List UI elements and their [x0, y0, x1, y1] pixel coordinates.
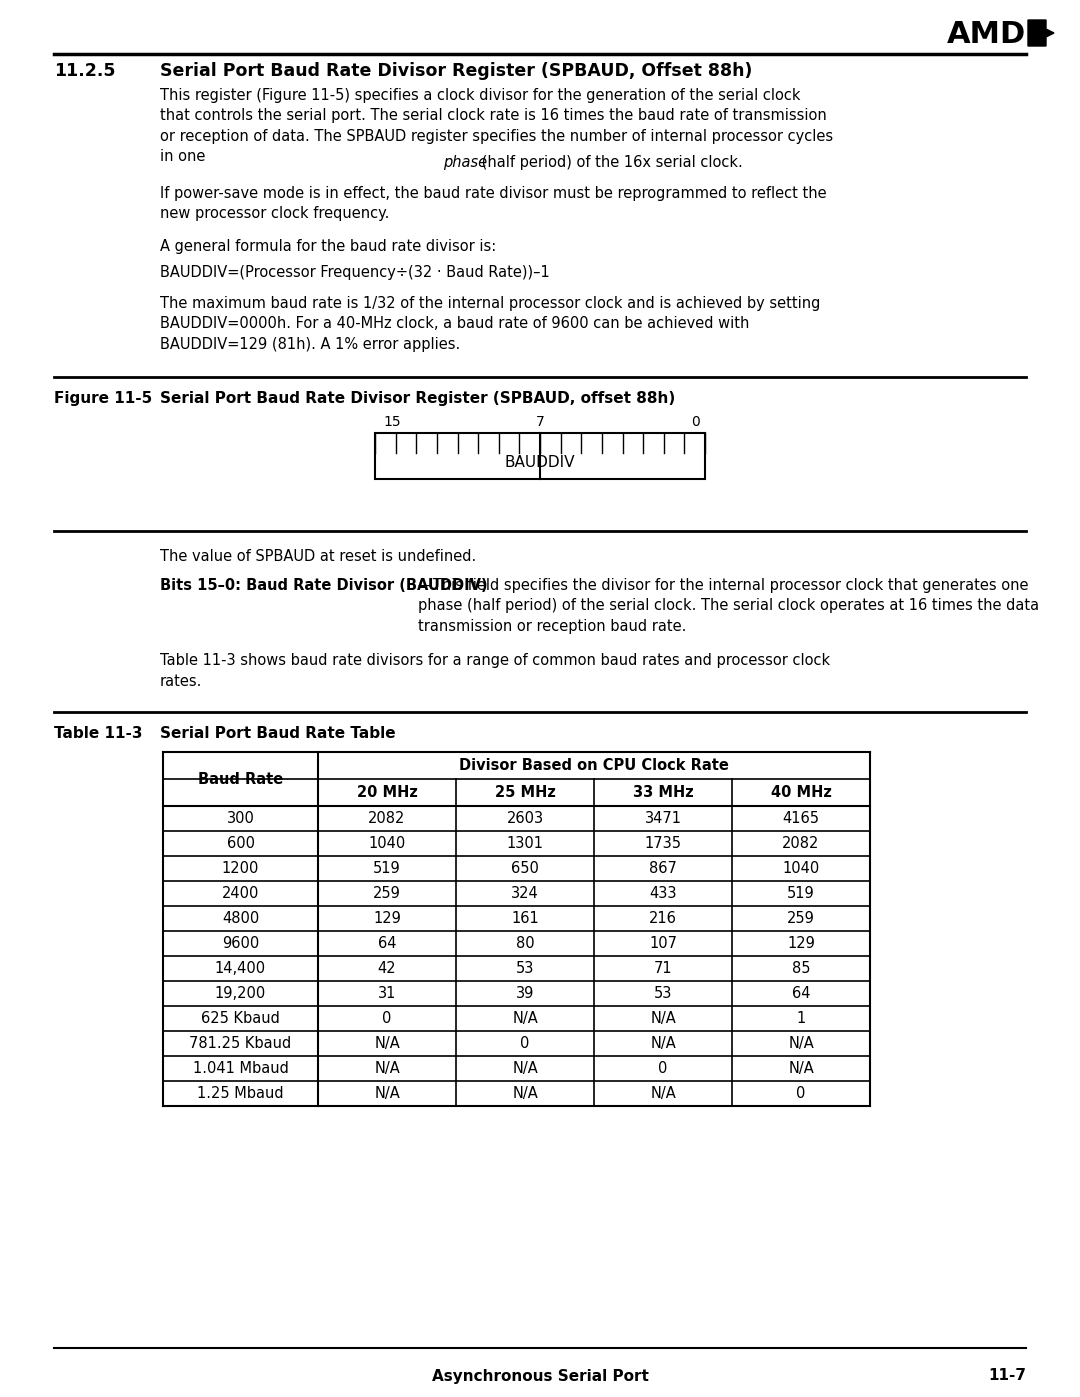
Text: Serial Port Baud Rate Table: Serial Port Baud Rate Table	[160, 726, 395, 740]
Text: 33 MHz: 33 MHz	[633, 785, 693, 800]
Text: 11-7: 11-7	[988, 1369, 1026, 1383]
Text: 42: 42	[378, 961, 396, 977]
Text: Serial Port Baud Rate Divisor Register (SPBAUD, Offset 88h): Serial Port Baud Rate Divisor Register (…	[160, 61, 753, 80]
Text: 600: 600	[227, 835, 255, 851]
Text: 2603: 2603	[507, 812, 543, 826]
Text: 0: 0	[521, 1037, 529, 1051]
Text: Table 11-3: Table 11-3	[54, 726, 143, 740]
Text: 4165: 4165	[783, 812, 820, 826]
Text: 1.25 Mbaud: 1.25 Mbaud	[198, 1085, 284, 1101]
Text: 53: 53	[653, 986, 672, 1002]
Text: 650: 650	[511, 861, 539, 876]
Text: Baud Rate: Baud Rate	[198, 771, 283, 787]
Text: 1735: 1735	[645, 835, 681, 851]
Text: 129: 129	[373, 911, 401, 926]
Text: N/A: N/A	[512, 1062, 538, 1076]
Text: 71: 71	[653, 961, 673, 977]
Text: 20 MHz: 20 MHz	[356, 785, 418, 800]
Text: 0: 0	[382, 1011, 392, 1025]
Text: The value of SPBAUD at reset is undefined.: The value of SPBAUD at reset is undefine…	[160, 549, 476, 564]
Text: 39: 39	[516, 986, 535, 1002]
Text: 19,200: 19,200	[215, 986, 266, 1002]
Text: 1.041 Mbaud: 1.041 Mbaud	[192, 1062, 288, 1076]
Text: If power-save mode is in effect, the baud rate divisor must be reprogrammed to r: If power-save mode is in effect, the bau…	[160, 186, 826, 221]
Text: 31: 31	[378, 986, 396, 1002]
Text: 161: 161	[511, 911, 539, 926]
Text: N/A: N/A	[650, 1037, 676, 1051]
Text: BAUDDIV=(Processor Frequency÷(32 · Baud Rate))–1: BAUDDIV=(Processor Frequency÷(32 · Baud …	[160, 265, 550, 281]
Text: Figure 11-5: Figure 11-5	[54, 391, 152, 407]
Text: 0: 0	[659, 1062, 667, 1076]
Text: 216: 216	[649, 911, 677, 926]
Text: 2400: 2400	[221, 886, 259, 901]
Text: 519: 519	[787, 886, 815, 901]
Text: 129: 129	[787, 936, 815, 951]
Text: 3471: 3471	[645, 812, 681, 826]
Text: 300: 300	[227, 812, 255, 826]
Text: 625 Kbaud: 625 Kbaud	[201, 1011, 280, 1025]
Polygon shape	[1028, 20, 1054, 46]
Text: 1200: 1200	[221, 861, 259, 876]
Text: The maximum baud rate is 1/32 of the internal processor clock and is achieved by: The maximum baud rate is 1/32 of the int…	[160, 296, 821, 352]
Text: 40 MHz: 40 MHz	[770, 785, 832, 800]
Text: Serial Port Baud Rate Divisor Register (SPBAUD, offset 88h): Serial Port Baud Rate Divisor Register (…	[160, 391, 675, 407]
Text: 80: 80	[515, 936, 535, 951]
Text: This register (Figure 11-5) specifies a clock divisor for the generation of the : This register (Figure 11-5) specifies a …	[160, 88, 833, 165]
Text: 15: 15	[383, 415, 401, 429]
Text: Bits 15–0: Baud Rate Divisor (BAUDDIV): Bits 15–0: Baud Rate Divisor (BAUDDIV)	[160, 578, 488, 592]
Text: N/A: N/A	[374, 1037, 400, 1051]
Text: —This field specifies the divisor for the internal processor clock that generate: —This field specifies the divisor for th…	[418, 578, 1039, 633]
Text: N/A: N/A	[788, 1062, 814, 1076]
Text: 64: 64	[792, 986, 810, 1002]
Text: 53: 53	[516, 961, 535, 977]
Text: 25 MHz: 25 MHz	[495, 785, 555, 800]
Text: 64: 64	[378, 936, 396, 951]
Text: 1040: 1040	[368, 835, 406, 851]
Text: (half period) of the 16x serial clock.: (half period) of the 16x serial clock.	[477, 155, 743, 170]
Text: 259: 259	[787, 911, 815, 926]
Text: 7: 7	[536, 415, 544, 429]
Text: 2082: 2082	[368, 812, 406, 826]
Text: A general formula for the baud rate divisor is:: A general formula for the baud rate divi…	[160, 239, 496, 254]
Text: N/A: N/A	[650, 1085, 676, 1101]
Text: Divisor Based on CPU Clock Rate: Divisor Based on CPU Clock Rate	[459, 759, 729, 773]
Text: BAUDDIV: BAUDDIV	[504, 455, 576, 469]
Text: 867: 867	[649, 861, 677, 876]
Text: N/A: N/A	[512, 1011, 538, 1025]
Text: N/A: N/A	[374, 1085, 400, 1101]
Text: phase: phase	[443, 155, 487, 170]
Text: 85: 85	[792, 961, 810, 977]
Text: 1301: 1301	[507, 835, 543, 851]
Text: 781.25 Kbaud: 781.25 Kbaud	[189, 1037, 292, 1051]
Text: 1040: 1040	[782, 861, 820, 876]
Text: 11.2.5: 11.2.5	[54, 61, 116, 80]
Text: Asynchronous Serial Port: Asynchronous Serial Port	[432, 1369, 648, 1383]
Text: 107: 107	[649, 936, 677, 951]
Text: 0: 0	[796, 1085, 806, 1101]
Text: 1: 1	[796, 1011, 806, 1025]
Text: 324: 324	[511, 886, 539, 901]
Text: 259: 259	[373, 886, 401, 901]
Text: 14,400: 14,400	[215, 961, 266, 977]
Text: N/A: N/A	[650, 1011, 676, 1025]
Bar	[375, 433, 705, 479]
Text: 2082: 2082	[782, 835, 820, 851]
Text: 4800: 4800	[221, 911, 259, 926]
Text: Table 11-3 shows baud rate divisors for a range of common baud rates and process: Table 11-3 shows baud rate divisors for …	[160, 654, 831, 689]
Text: 0: 0	[691, 415, 700, 429]
Text: 9600: 9600	[221, 936, 259, 951]
Text: N/A: N/A	[374, 1062, 400, 1076]
Text: N/A: N/A	[788, 1037, 814, 1051]
Text: AMD: AMD	[947, 20, 1026, 49]
Text: N/A: N/A	[512, 1085, 538, 1101]
Text: 519: 519	[373, 861, 401, 876]
Text: 433: 433	[649, 886, 677, 901]
